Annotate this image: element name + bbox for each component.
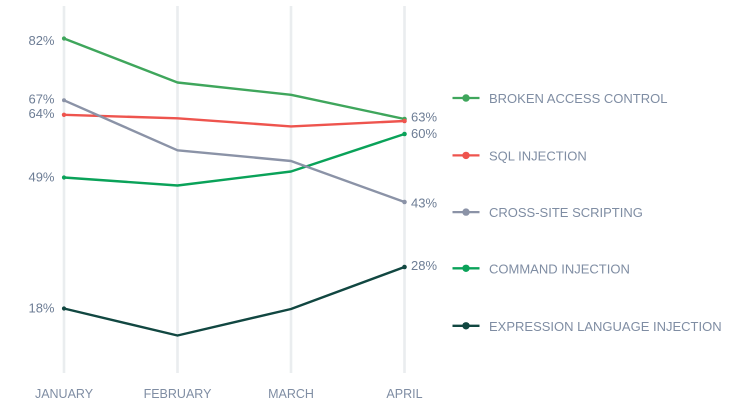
svg-text:BROKEN ACCESS CONTROL: BROKEN ACCESS CONTROL bbox=[489, 91, 667, 106]
svg-text:18%: 18% bbox=[28, 301, 54, 316]
svg-text:60%: 60% bbox=[411, 126, 437, 141]
svg-text:MARCH: MARCH bbox=[268, 387, 314, 401]
svg-text:COMMAND INJECTION: COMMAND INJECTION bbox=[489, 261, 630, 276]
svg-text:EXPRESSION LANGUAGE INJECTION: EXPRESSION LANGUAGE INJECTION bbox=[489, 319, 722, 334]
svg-text:82%: 82% bbox=[28, 33, 54, 48]
svg-text:CROSS-SITE SCRIPTING: CROSS-SITE SCRIPTING bbox=[489, 205, 643, 220]
svg-text:JANUARY: JANUARY bbox=[35, 387, 94, 401]
svg-text:APRIL: APRIL bbox=[386, 387, 422, 401]
svg-text:63%: 63% bbox=[411, 110, 437, 125]
svg-text:43%: 43% bbox=[411, 195, 437, 210]
svg-text:FEBRUARY: FEBRUARY bbox=[144, 387, 213, 401]
svg-text:64%: 64% bbox=[28, 106, 54, 121]
svg-text:67%: 67% bbox=[28, 92, 54, 107]
svg-text:28%: 28% bbox=[411, 258, 437, 273]
svg-text:49%: 49% bbox=[28, 170, 54, 185]
svg-text:SQL INJECTION: SQL INJECTION bbox=[489, 148, 587, 163]
